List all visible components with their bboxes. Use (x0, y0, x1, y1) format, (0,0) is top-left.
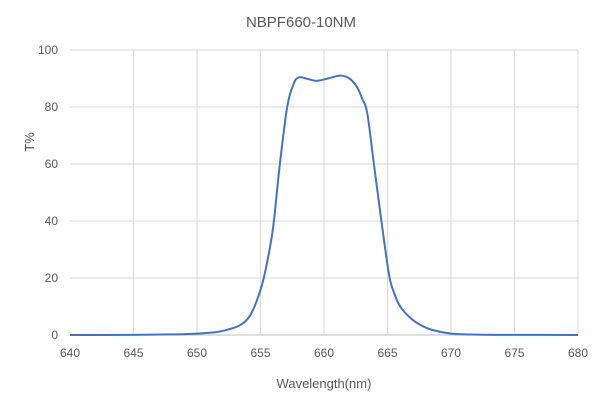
y-tick-label: 0 (51, 328, 58, 342)
x-tick-label: 655 (250, 346, 270, 360)
x-tick-label: 640 (60, 346, 80, 360)
x-tick-label: 680 (568, 346, 588, 360)
y-tick-label: 100 (38, 43, 58, 57)
x-tick-label: 650 (187, 346, 207, 360)
y-tick-label: 40 (45, 214, 59, 228)
y-tick-label: 60 (45, 157, 59, 171)
x-tick-label: 665 (377, 346, 397, 360)
x-tick-label: 660 (314, 346, 334, 360)
x-tick-label: 675 (504, 346, 524, 360)
x-tick-label: 645 (123, 346, 143, 360)
y-tick-label: 80 (45, 100, 59, 114)
chart-title: NBPF660-10NM (246, 14, 356, 31)
x-axis-label: Wavelength(nm) (277, 376, 372, 391)
x-tick-label: 670 (441, 346, 461, 360)
y-axis-label: T% (22, 132, 37, 152)
series-line (69, 74, 579, 336)
y-tick-label: 20 (45, 271, 59, 285)
